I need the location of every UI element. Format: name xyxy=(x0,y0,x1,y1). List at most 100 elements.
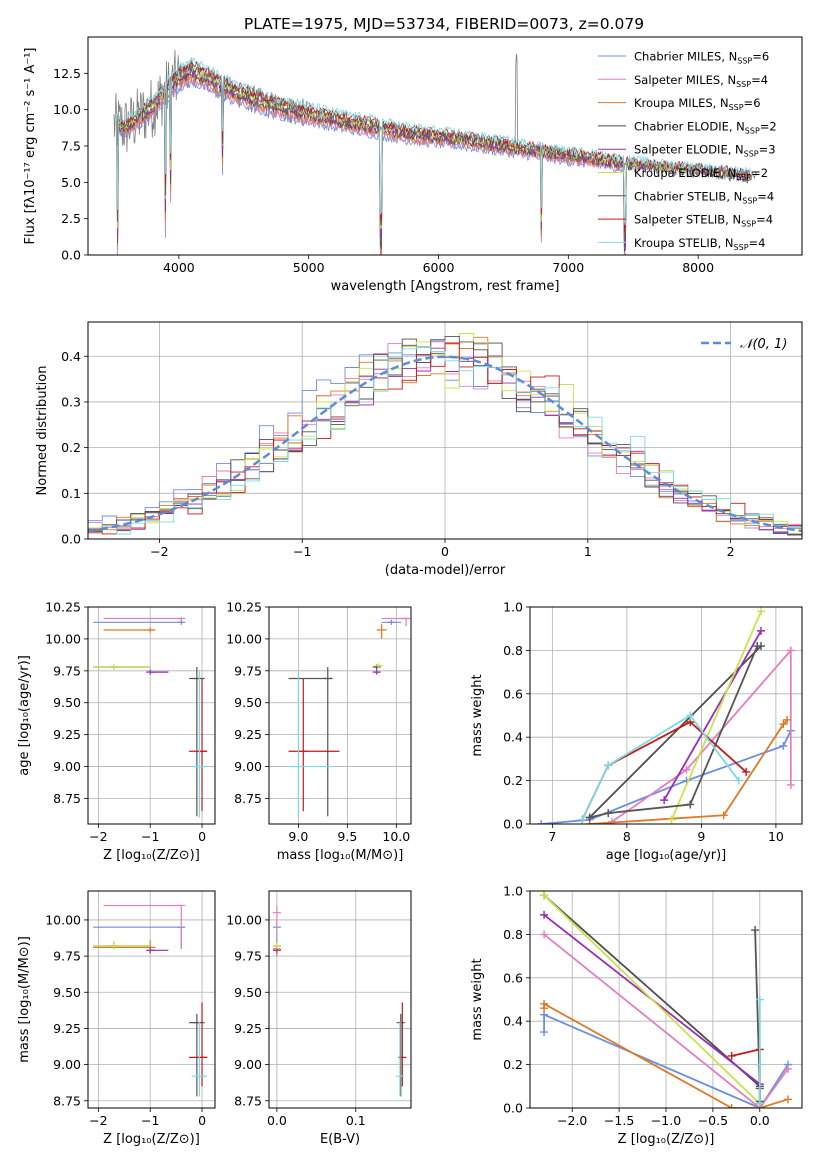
panel-mass_vs_ebv: 0.0 0.1 8.75 9.00 9.25 9.50 9.75 10.00 E(B-V) xyxy=(226,890,412,1147)
legend-n-label: , N xyxy=(721,50,737,64)
series-line-salpeter-miles xyxy=(543,933,789,1108)
model-spectrum-salpeter-miles xyxy=(116,76,626,255)
series-marker-salpeter-elodie xyxy=(660,796,669,805)
y-tick-label: 0.0 xyxy=(503,817,523,832)
y-tick-label: 9.75 xyxy=(53,663,81,678)
grid-age_vs_Z xyxy=(88,606,215,824)
errorbar-salpeter-stelib xyxy=(189,1002,208,1087)
series-line-chabrier-elodie xyxy=(588,645,762,819)
x-tick-label: −2 xyxy=(150,544,168,559)
x-tick-label: −2 xyxy=(89,829,107,844)
legend-n-subscript: SSP xyxy=(744,150,759,159)
x-tick-label: 0.0 xyxy=(750,1113,770,1128)
legend-n-eq: = xyxy=(749,236,759,250)
errorbar-chabrier-stelib xyxy=(288,666,333,817)
observed-spectrum xyxy=(113,49,757,184)
x-axis-label: mass [log₁₀(M/M⊙)] xyxy=(277,848,404,863)
series-line-kroupa-elodie xyxy=(543,894,761,1105)
x-tick-label: 10 xyxy=(768,829,784,844)
series-marker-kroupa-stelib xyxy=(755,995,764,1004)
legend-n-eq: = xyxy=(752,50,762,64)
errorbar-kroupa-elodie xyxy=(93,664,151,670)
errorbar-salpeter-miles xyxy=(103,904,186,946)
legend-n-value: 4 xyxy=(766,213,773,227)
y-tick-label: 9.75 xyxy=(234,663,262,678)
legend-n-label: , N xyxy=(726,189,742,203)
y-tick-label: 10.00 xyxy=(226,912,262,927)
legend-model-name: Kroupa MILES xyxy=(634,96,713,110)
legend-n-eq: = xyxy=(757,189,767,203)
errorbar-kroupa-stelib xyxy=(288,670,333,818)
legend-n-subscript: SSP xyxy=(736,80,751,89)
x-axis-label: Z [log₁₀(Z/Z⊙)] xyxy=(103,1132,200,1147)
legend-model-name: Salpeter STELIB xyxy=(634,213,725,227)
axes-frame xyxy=(268,890,412,1109)
series-line-chabrier-stelib xyxy=(589,645,759,819)
errorbar-chabrier-stelib xyxy=(396,1013,405,1097)
y-axis-label: age [log₁₀(age/yr)] xyxy=(17,655,32,776)
legend-n-eq: = xyxy=(759,143,769,157)
axes-frame xyxy=(87,321,803,540)
legend-model-name: Kroupa STELIB xyxy=(634,236,718,250)
legend-n-subscript: SSP xyxy=(736,173,751,182)
series-marker-chabrier-miles xyxy=(537,820,546,824)
legend-n-label: , N xyxy=(713,96,729,110)
normal-distribution-curve xyxy=(88,355,802,533)
series-marker-kroupa-stelib xyxy=(578,815,587,824)
y-tick-label: 10.25 xyxy=(226,600,262,615)
legend-n-label: , N xyxy=(718,236,734,250)
series-marker-kroupa-elodie xyxy=(667,815,676,824)
y-axis-label: mass weight xyxy=(470,958,485,1040)
model-spectrum-kroupa-miles xyxy=(116,73,626,255)
series-marker-salpeter-stelib xyxy=(742,767,751,776)
y-tick-label: 10.0 xyxy=(53,102,81,117)
legend-n-subscript: SSP xyxy=(742,196,757,205)
series-marker-kroupa-stelib xyxy=(755,1099,764,1108)
x-tick-label: 0 xyxy=(441,544,449,559)
y-tick-label: 0.1 xyxy=(61,486,81,501)
legend-n-label: , N xyxy=(720,73,736,87)
errorbar-kroupa-miles xyxy=(376,623,387,639)
series-marker-kroupa-stelib xyxy=(604,761,613,770)
plot-area-massweight_vs_Z xyxy=(540,891,792,1108)
y-tick-label: 9.75 xyxy=(234,949,262,964)
legend-n-eq: = xyxy=(760,119,770,133)
series-line-chabrier-miles xyxy=(541,730,792,824)
y-tick-label: 0.4 xyxy=(503,730,523,745)
x-tick-label: 0 xyxy=(198,1113,206,1128)
series-marker-chabrier-stelib xyxy=(604,809,613,818)
y-tick-label: 0.6 xyxy=(503,686,523,701)
series-line-chabrier-miles xyxy=(543,1013,789,1108)
legend-entry: Salpeter MILES, NSSP=4 xyxy=(634,73,768,89)
errorbar-salpeter-miles xyxy=(272,905,281,935)
errorbar-kroupa-miles xyxy=(103,627,156,633)
legend-entry: Chabrier MILES, NSSP=6 xyxy=(634,50,769,66)
x-tick-label: −1 xyxy=(293,544,311,559)
series-line-salpeter-stelib xyxy=(581,720,747,821)
y-tick-label: 1.0 xyxy=(503,884,523,899)
y-tick-label: 7.5 xyxy=(61,139,81,154)
errorbar-salpeter-elodie xyxy=(372,669,381,675)
x-tick-label: 8000 xyxy=(682,260,714,275)
errorbar-salpeter-elodie xyxy=(146,947,169,954)
model-spectrum-kroupa-stelib xyxy=(116,57,751,226)
errorbar-salpeter-miles xyxy=(103,617,186,622)
series-marker-salpeter-miles xyxy=(682,765,691,774)
x-tick-label: −1 xyxy=(141,829,159,844)
y-tick-label: 5.0 xyxy=(61,175,81,190)
x-tick-label: 2 xyxy=(727,544,735,559)
legend-n-subscript: SSP xyxy=(741,220,756,229)
legend-n-subscript: SSP xyxy=(734,243,749,252)
y-tick-label: 9.50 xyxy=(53,695,81,710)
grid-mass_vs_ebv xyxy=(269,891,411,1108)
y-tick-label: 0.2 xyxy=(503,773,523,788)
x-tick-label: 5000 xyxy=(293,260,325,275)
series-marker-kroupa-miles xyxy=(727,1104,736,1108)
x-axis-label: age [log₁₀(age/yr)] xyxy=(606,848,727,863)
legend-n-eq: = xyxy=(744,96,754,110)
legend-n-subscript: SSP xyxy=(737,57,752,66)
y-axis-label: Flux [fλ10⁻¹⁷ erg cm⁻² s⁻¹ A⁻¹] xyxy=(23,48,38,245)
x-tick-label: −1.5 xyxy=(604,1113,634,1128)
legend-n-label: , N xyxy=(720,166,736,180)
